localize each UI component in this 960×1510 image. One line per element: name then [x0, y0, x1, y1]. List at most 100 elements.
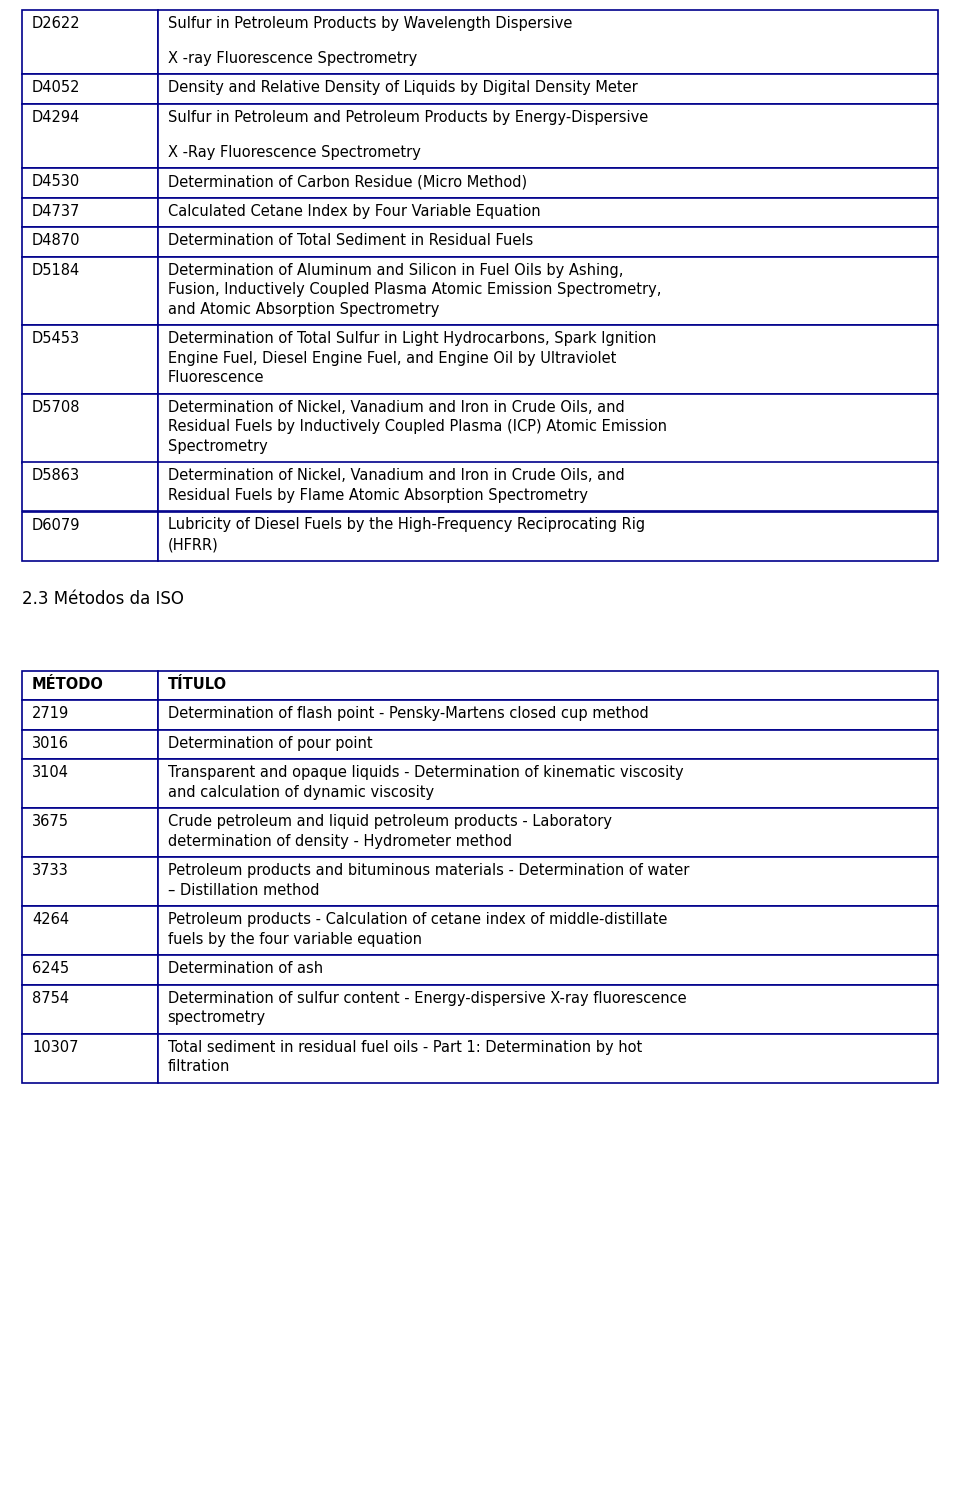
Text: X -ray Fluorescence Spectrometry: X -ray Fluorescence Spectrometry	[168, 51, 417, 66]
Text: Determination of ash: Determination of ash	[168, 960, 323, 975]
Bar	[22, 729, 157, 760]
Text: Total sediment in residual fuel oils - Part 1: Determination by hot: Total sediment in residual fuel oils - P…	[168, 1039, 642, 1054]
Text: Sulfur in Petroleum Products by Wavelength Dispersive: Sulfur in Petroleum Products by Waveleng…	[168, 17, 572, 32]
Text: D5453: D5453	[32, 332, 80, 346]
Bar	[22, 670, 157, 701]
Text: Crude petroleum and liquid petroleum products - Laboratory: Crude petroleum and liquid petroleum pro…	[168, 814, 612, 829]
Text: D5708: D5708	[32, 400, 81, 415]
Text: 3733: 3733	[32, 864, 69, 877]
Bar	[157, 104, 938, 169]
Bar	[22, 228, 157, 257]
Text: Determination of Carbon Residue (Micro Method): Determination of Carbon Residue (Micro M…	[168, 175, 527, 189]
Bar	[157, 954, 938, 985]
Text: (HFRR): (HFRR)	[168, 538, 218, 553]
Text: Calculated Cetane Index by Four Variable Equation: Calculated Cetane Index by Four Variable…	[168, 204, 540, 219]
Text: Determination of sulfur content - Energy-dispersive X-ray fluorescence: Determination of sulfur content - Energy…	[168, 991, 686, 1006]
Text: Fusion, Inductively Coupled Plasma Atomic Emission Spectrometry,: Fusion, Inductively Coupled Plasma Atomi…	[168, 282, 660, 297]
Text: Petroleum products and bituminous materials - Determination of water: Petroleum products and bituminous materi…	[168, 864, 689, 877]
Bar	[22, 760, 157, 808]
Bar	[22, 394, 157, 462]
Text: D4737: D4737	[32, 204, 81, 219]
Bar	[157, 462, 938, 512]
Text: 3675: 3675	[32, 814, 69, 829]
Bar	[157, 11, 938, 74]
Text: Spectrometry: Spectrometry	[168, 439, 267, 455]
Text: TÍTULO: TÍTULO	[168, 676, 227, 692]
Bar	[157, 512, 938, 560]
Text: 8754: 8754	[32, 991, 69, 1006]
Text: 2.3 Métodos da ISO: 2.3 Métodos da ISO	[22, 590, 184, 609]
Text: Determination of flash point - Pensky-Martens closed cup method: Determination of flash point - Pensky-Ma…	[168, 707, 648, 720]
Bar	[22, 985, 157, 1033]
Text: Density and Relative Density of Liquids by Digital Density Meter: Density and Relative Density of Liquids …	[168, 80, 637, 95]
Text: Determination of Nickel, Vanadium and Iron in Crude Oils, and: Determination of Nickel, Vanadium and Ir…	[168, 468, 624, 483]
Text: 3016: 3016	[32, 735, 69, 750]
Text: D4294: D4294	[32, 110, 81, 125]
Text: Residual Fuels by Flame Atomic Absorption Spectrometry: Residual Fuels by Flame Atomic Absorptio…	[168, 488, 588, 503]
Text: 2719: 2719	[32, 707, 69, 720]
Bar	[22, 512, 157, 560]
Text: Transparent and opaque liquids - Determination of kinematic viscosity: Transparent and opaque liquids - Determi…	[168, 766, 684, 781]
Bar	[157, 257, 938, 326]
Bar	[157, 906, 938, 954]
Text: Determination of Nickel, Vanadium and Iron in Crude Oils, and: Determination of Nickel, Vanadium and Ir…	[168, 400, 624, 415]
Bar	[157, 729, 938, 760]
Text: Residual Fuels by Inductively Coupled Plasma (ICP) Atomic Emission: Residual Fuels by Inductively Coupled Pl…	[168, 420, 666, 435]
Text: 4264: 4264	[32, 912, 69, 927]
Bar	[22, 11, 157, 74]
Text: D4052: D4052	[32, 80, 81, 95]
Bar	[22, 906, 157, 954]
Text: Sulfur in Petroleum and Petroleum Products by Energy-Dispersive: Sulfur in Petroleum and Petroleum Produc…	[168, 110, 648, 125]
Text: spectrometry: spectrometry	[168, 1010, 266, 1025]
Text: fuels by the four variable equation: fuels by the four variable equation	[168, 932, 421, 947]
Bar	[22, 462, 157, 512]
Bar	[157, 169, 938, 198]
Text: MÉTODO: MÉTODO	[32, 676, 104, 692]
Text: Determination of Total Sulfur in Light Hydrocarbons, Spark Ignition: Determination of Total Sulfur in Light H…	[168, 332, 656, 346]
Bar	[157, 858, 938, 906]
Text: Fluorescence: Fluorescence	[168, 370, 264, 385]
Bar	[157, 394, 938, 462]
Text: filtration: filtration	[168, 1059, 230, 1074]
Bar	[157, 760, 938, 808]
Text: and Atomic Absorption Spectrometry: and Atomic Absorption Spectrometry	[168, 302, 439, 317]
Bar	[157, 74, 938, 104]
Text: D5184: D5184	[32, 263, 81, 278]
Text: Determination of Total Sediment in Residual Fuels: Determination of Total Sediment in Resid…	[168, 234, 533, 249]
Bar	[22, 74, 157, 104]
Bar	[157, 198, 938, 228]
Bar	[157, 228, 938, 257]
Bar	[22, 169, 157, 198]
Text: and calculation of dynamic viscosity: and calculation of dynamic viscosity	[168, 785, 434, 799]
Text: 10307: 10307	[32, 1039, 79, 1054]
Bar	[157, 701, 938, 729]
Text: – Distillation method: – Distillation method	[168, 882, 319, 897]
Text: D6079: D6079	[32, 518, 81, 533]
Text: determination of density - Hydrometer method: determination of density - Hydrometer me…	[168, 834, 512, 849]
Bar	[22, 1033, 157, 1083]
Text: D4870: D4870	[32, 234, 81, 249]
Text: 3104: 3104	[32, 766, 69, 781]
Bar	[22, 954, 157, 985]
Bar	[22, 198, 157, 228]
Bar	[22, 326, 157, 394]
Bar	[22, 104, 157, 169]
Text: Lubricity of Diesel Fuels by the High-Frequency Reciprocating Rig: Lubricity of Diesel Fuels by the High-Fr…	[168, 518, 645, 533]
Bar	[157, 326, 938, 394]
Text: D5863: D5863	[32, 468, 80, 483]
Bar	[157, 670, 938, 701]
Text: Determination of Aluminum and Silicon in Fuel Oils by Ashing,: Determination of Aluminum and Silicon in…	[168, 263, 623, 278]
Bar	[22, 257, 157, 326]
Bar	[157, 1033, 938, 1083]
Text: X -Ray Fluorescence Spectrometry: X -Ray Fluorescence Spectrometry	[168, 145, 420, 160]
Text: Determination of pour point: Determination of pour point	[168, 735, 372, 750]
Text: Petroleum products - Calculation of cetane index of middle-distillate: Petroleum products - Calculation of ceta…	[168, 912, 667, 927]
Bar	[22, 701, 157, 729]
Bar	[157, 985, 938, 1033]
Text: 6245: 6245	[32, 960, 69, 975]
Bar	[22, 858, 157, 906]
Bar	[22, 808, 157, 858]
Bar	[157, 808, 938, 858]
Text: Engine Fuel, Diesel Engine Fuel, and Engine Oil by Ultraviolet: Engine Fuel, Diesel Engine Fuel, and Eng…	[168, 350, 616, 365]
Text: D4530: D4530	[32, 175, 81, 189]
